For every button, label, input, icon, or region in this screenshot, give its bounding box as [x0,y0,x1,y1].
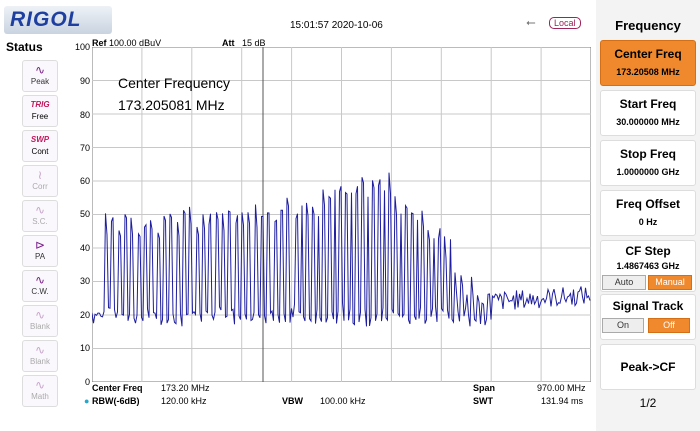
bottom-readout-bar: Center Freq 173.20 MHz Span 970.00 MHz ●… [84,383,592,413]
ytick-50: 50 [79,209,90,219]
ytick-40: 40 [79,243,90,253]
freq-offset-button[interactable]: Freq Offset 0 Hz [600,190,696,236]
frequency-menu: Frequency Center Freq 173.20508 MHz Star… [596,0,700,431]
ref-value: 100.00 dBuV [109,38,162,48]
corr-button[interactable]: ≀ Corr [22,165,58,197]
start-freq-button-label: Start Freq [619,97,677,111]
datetime-display: 15:01:57 2020-10-06 [290,20,383,31]
peak-label: Peak [30,77,50,86]
corr-label: Corr [32,182,48,191]
vbw-label: VBW [282,396,303,406]
math-button[interactable]: ∿ Math [22,375,58,407]
ref-level-readout: Ref 100.00 dBuV [92,38,161,48]
peak-to-cf-label: Peak->CF [620,360,676,374]
stop-freq-button-value: 1.0000000 GHz [616,167,680,177]
ytick-30: 30 [79,276,90,286]
ytick-80: 80 [79,110,90,120]
swt-label: SWT [473,396,493,406]
rbw-value: 120.00 kHz [161,396,207,406]
freq-offset-button-label: Freq Offset [615,197,680,211]
ytick-60: 60 [79,176,90,186]
top-bar: RIGOL 15:01:57 2020-10-06 ⭠ Local [0,0,595,38]
center-freq-label: Center Freq [92,383,143,393]
sweep-label: Cont [31,147,49,156]
blank-icon: ∿ [34,343,46,357]
spectrum-trace [92,172,591,327]
ytick-0: 0 [84,377,90,387]
math-icon: ∿ [34,378,46,392]
corr-icon: ≀ [37,168,43,182]
attenuation-readout: Att 15 dB [222,38,266,48]
blank-icon: ∿ [34,308,46,322]
cw-label: C.W. [31,287,49,296]
center-freq-value: 173.20 MHz [161,383,210,393]
sweep-button[interactable]: SWP Cont [22,130,58,162]
swt-value: 131.94 ms [541,396,584,406]
peak-to-cf-button[interactable]: Peak->CF [600,344,696,390]
annotation-title: Center Frequency [118,75,231,91]
blank-button-1[interactable]: ∿ Blank [22,305,58,337]
stop-freq-button[interactable]: Stop Freq 1.0000000 GHz [600,140,696,186]
ytick-100: 100 [74,42,90,52]
ytick-20: 20 [79,310,90,320]
menu-title: Frequency [615,18,681,33]
vbw-value: 100.00 kHz [320,396,366,406]
blank-label-2: Blank [29,357,50,366]
freq-offset-button-value: 0 Hz [638,217,658,227]
center-freq-button[interactable]: Center Freq 173.20508 MHz [600,40,696,86]
start-freq-button-value: 30.000000 MHz [616,117,680,127]
swp-icon: SWP [30,135,50,144]
status-title: Status [6,40,43,54]
rbw-indicator-icon: ● [84,396,90,406]
math-label: Math [31,392,49,401]
spectrum-plot[interactable] [92,47,591,382]
blank-button-2[interactable]: ∿ Blank [22,340,58,372]
trig-icon: TRIG [30,100,50,109]
sc-icon: ∿ [34,203,46,217]
status-panel: Status ∿ Peak TRIG Free SWP Cont ≀ Corr … [0,38,78,431]
att-value: 15 dB [242,38,266,48]
signal-track-button-label: Signal Track [612,299,684,313]
ytick-70: 70 [79,143,90,153]
peak-icon: ∿ [34,63,46,77]
ytick-10: 10 [79,343,90,353]
pa-button[interactable]: ⊳ PA [22,235,58,267]
cf-step-manual-toggle[interactable]: Manual [648,275,692,290]
att-label: Att [222,38,235,48]
cf-step-auto-toggle[interactable]: Auto [602,275,646,290]
peak-button[interactable]: ∿ Peak [22,60,58,92]
pa-label: PA [34,252,46,261]
signal-track-on-toggle[interactable]: On [602,318,644,333]
span-value: 970.00 MHz [537,383,586,393]
signal-track-button[interactable]: Signal Track [600,294,696,340]
signal-track-off-toggle[interactable]: Off [648,318,690,333]
span-label: Span [473,383,496,393]
local-badge[interactable]: Local [549,17,581,29]
page-indicator: 1/2 [639,396,657,410]
center-frequency-annotation: Center Frequency 173.205081 MHz [118,72,230,116]
blank-label-1: Blank [29,322,50,331]
trig-label: Free [31,112,49,121]
annotation-value: 173.205081 MHz [118,97,225,113]
cf-step-button-value: 1.4867463 GHz [616,261,680,271]
trig-button[interactable]: TRIG Free [22,95,58,127]
cw-icon: ∿ [34,273,46,287]
cf-step-button-label: CF Step [625,244,671,258]
usb-icon: ⭠ [526,15,536,29]
center-freq-button-value: 173.20508 MHz [616,67,680,77]
rigol-logo: RIGOL [4,6,112,34]
cw-button[interactable]: ∿ C.W. [22,270,58,302]
pa-icon: ⊳ [34,238,46,252]
center-freq-button-label: Center Freq [614,47,682,61]
sc-button[interactable]: ∿ S.C. [22,200,58,232]
rbw-label: RBW(-6dB) [92,396,140,406]
logo-text: RIGOL [10,8,82,31]
start-freq-button[interactable]: Start Freq 30.000000 MHz [600,90,696,136]
stop-freq-button-label: Stop Freq [620,147,676,161]
ref-label: Ref [92,38,107,48]
ytick-90: 90 [79,76,90,86]
sc-label: S.C. [32,217,48,226]
